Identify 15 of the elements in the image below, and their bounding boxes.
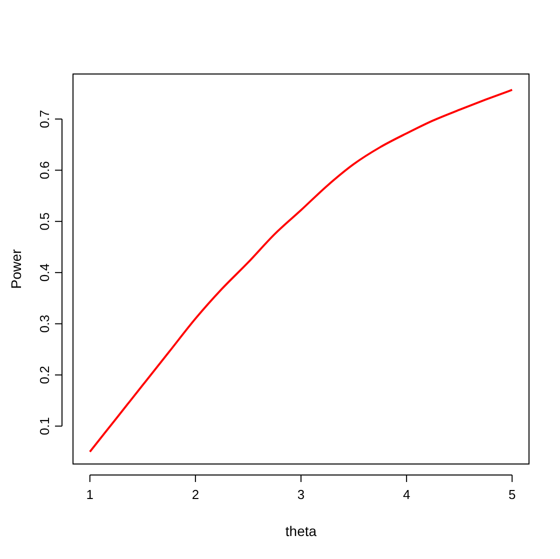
- x-tick-label: 4: [402, 487, 410, 502]
- y-tick-label: 0.1: [37, 417, 52, 436]
- y-tick-label: 0.7: [37, 110, 52, 128]
- y-tick-label: 0.6: [37, 161, 52, 180]
- x-tick-label: 3: [297, 487, 305, 502]
- y-tick-label: 0.3: [37, 314, 52, 333]
- y-tick-label: 0.4: [37, 264, 52, 282]
- x-axis-title: theta: [285, 523, 317, 539]
- y-axis-title: Power: [8, 248, 24, 289]
- x-tick-label: 5: [508, 487, 516, 502]
- y-tick-label: 0.2: [37, 366, 52, 384]
- x-tick-label: 2: [192, 487, 200, 502]
- line-series: [88, 88, 514, 453]
- x-tick-label: 1: [86, 487, 94, 502]
- y-tick-label: 0.5: [37, 212, 52, 230]
